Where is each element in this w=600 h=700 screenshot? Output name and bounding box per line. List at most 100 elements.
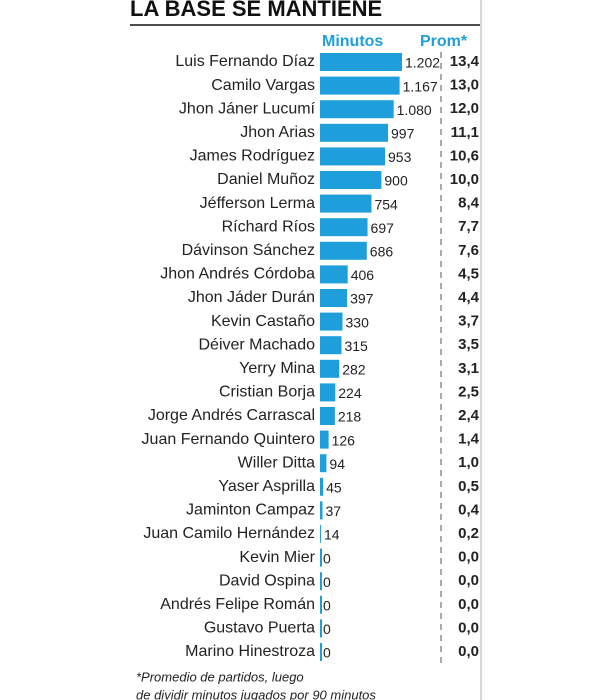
value-label: 1.202 bbox=[405, 55, 440, 71]
bar bbox=[320, 100, 394, 119]
value-label: 218 bbox=[338, 409, 362, 425]
bar bbox=[320, 477, 324, 496]
average-value: 0,0 bbox=[458, 619, 479, 636]
average-value: 0,0 bbox=[458, 643, 479, 660]
category-label: Yerry Mina bbox=[239, 360, 315, 377]
bar bbox=[320, 147, 386, 166]
category-label: Déiver Machado bbox=[199, 336, 316, 353]
series-header: Prom* bbox=[420, 33, 468, 50]
average-value: 0,0 bbox=[458, 596, 479, 613]
average-value: 13,4 bbox=[450, 53, 480, 70]
average-value: 0,5 bbox=[458, 478, 479, 495]
value-label: 45 bbox=[326, 480, 342, 496]
category-label: Yaser Asprilla bbox=[218, 478, 315, 495]
average-value: 7,7 bbox=[458, 218, 479, 235]
bar bbox=[320, 359, 340, 378]
bar bbox=[320, 407, 335, 425]
chart-title: LA BASE SE MANTIENE bbox=[130, 0, 382, 21]
average-value: 2,5 bbox=[458, 383, 479, 400]
value-label: 224 bbox=[338, 385, 362, 401]
bar bbox=[320, 218, 368, 237]
bar bbox=[320, 76, 400, 95]
value-label: 953 bbox=[388, 149, 412, 165]
category-label: Jaminton Campaz bbox=[186, 502, 315, 519]
category-label: Jorge Andrés Carrascal bbox=[148, 407, 315, 424]
average-value: 3,7 bbox=[458, 313, 479, 330]
average-value: 0,2 bbox=[458, 525, 479, 542]
average-value: 7,6 bbox=[458, 242, 479, 259]
bar bbox=[320, 312, 343, 331]
category-label: Jhon Jáner Lucumí bbox=[179, 100, 316, 117]
category-label: Jéfferson Lerma bbox=[200, 195, 315, 212]
bar bbox=[320, 525, 321, 543]
value-label: 686 bbox=[370, 244, 394, 260]
average-value: 3,5 bbox=[458, 336, 479, 353]
average-value: 13,0 bbox=[450, 77, 479, 94]
value-label: 330 bbox=[346, 314, 370, 330]
value-label: 697 bbox=[371, 220, 395, 236]
category-label: Camilo Vargas bbox=[211, 77, 315, 94]
value-label: 14 bbox=[324, 527, 340, 543]
value-label: 900 bbox=[384, 173, 408, 189]
average-value: 3,1 bbox=[458, 360, 479, 377]
value-label: 0 bbox=[323, 574, 331, 590]
value-label: 754 bbox=[374, 196, 398, 212]
value-label: 0 bbox=[323, 621, 331, 637]
footnote: de dividir minutos jugados por 90 minuto… bbox=[136, 687, 376, 700]
average-value: 0,0 bbox=[458, 549, 479, 566]
category-label: James Rodríguez bbox=[190, 148, 315, 165]
value-label: 997 bbox=[391, 126, 415, 142]
bar bbox=[320, 336, 342, 355]
bar bbox=[320, 430, 329, 449]
bar bbox=[320, 383, 336, 402]
category-label: Jhon Jáder Durán bbox=[188, 289, 315, 306]
value-label: 397 bbox=[350, 291, 374, 307]
average-value: 1,0 bbox=[458, 454, 479, 471]
category-label: Marino Hinestroza bbox=[185, 643, 315, 660]
value-label: 1.167 bbox=[403, 78, 438, 94]
average-value: 12,0 bbox=[450, 100, 479, 117]
average-value: 1,4 bbox=[458, 431, 480, 448]
bar bbox=[320, 123, 389, 142]
category-label: Kevin Mier bbox=[239, 549, 315, 566]
value-label: 315 bbox=[344, 338, 368, 354]
category-label: Juan Fernando Quintero bbox=[142, 431, 316, 448]
average-value: 11,1 bbox=[451, 124, 479, 141]
category-label: Daniel Muñoz bbox=[217, 171, 315, 188]
category-label: Willer Ditta bbox=[238, 454, 315, 471]
bar bbox=[320, 53, 402, 71]
average-value: 0,0 bbox=[458, 572, 479, 589]
bar bbox=[320, 289, 348, 307]
value-label: 0 bbox=[323, 645, 331, 661]
category-label: Luis Fernando Díaz bbox=[175, 53, 315, 70]
average-value: 0,4 bbox=[458, 501, 480, 518]
average-value: 10,6 bbox=[450, 147, 479, 164]
average-value: 4,5 bbox=[458, 265, 479, 282]
category-label: Jhon Andrés Córdoba bbox=[160, 266, 315, 283]
value-label: 94 bbox=[329, 456, 345, 472]
category-label: Ríchard Ríos bbox=[222, 218, 315, 235]
category-label: Gustavo Puerta bbox=[204, 620, 315, 637]
value-label: 126 bbox=[332, 432, 356, 448]
category-label: Cristian Borja bbox=[219, 384, 315, 401]
bar bbox=[320, 171, 382, 189]
value-label: 0 bbox=[323, 550, 331, 566]
value-label: 0 bbox=[323, 598, 331, 614]
value-label: 37 bbox=[326, 503, 342, 519]
category-label: Juan Camilo Hernández bbox=[143, 525, 315, 542]
category-label: Kevin Castaño bbox=[211, 313, 315, 330]
bar bbox=[320, 501, 323, 520]
category-label: Jhon Arias bbox=[240, 124, 315, 141]
category-label: Andrés Felipe Román bbox=[160, 596, 315, 613]
value-label: 282 bbox=[342, 362, 366, 378]
bar bbox=[320, 265, 348, 284]
category-label: David Ospina bbox=[219, 572, 315, 589]
average-value: 2,4 bbox=[458, 407, 480, 424]
bar bbox=[320, 241, 367, 260]
value-label: 1.080 bbox=[397, 102, 432, 118]
average-value: 4,4 bbox=[458, 289, 480, 306]
series-header: Minutos bbox=[322, 33, 383, 50]
bar bbox=[320, 194, 372, 213]
